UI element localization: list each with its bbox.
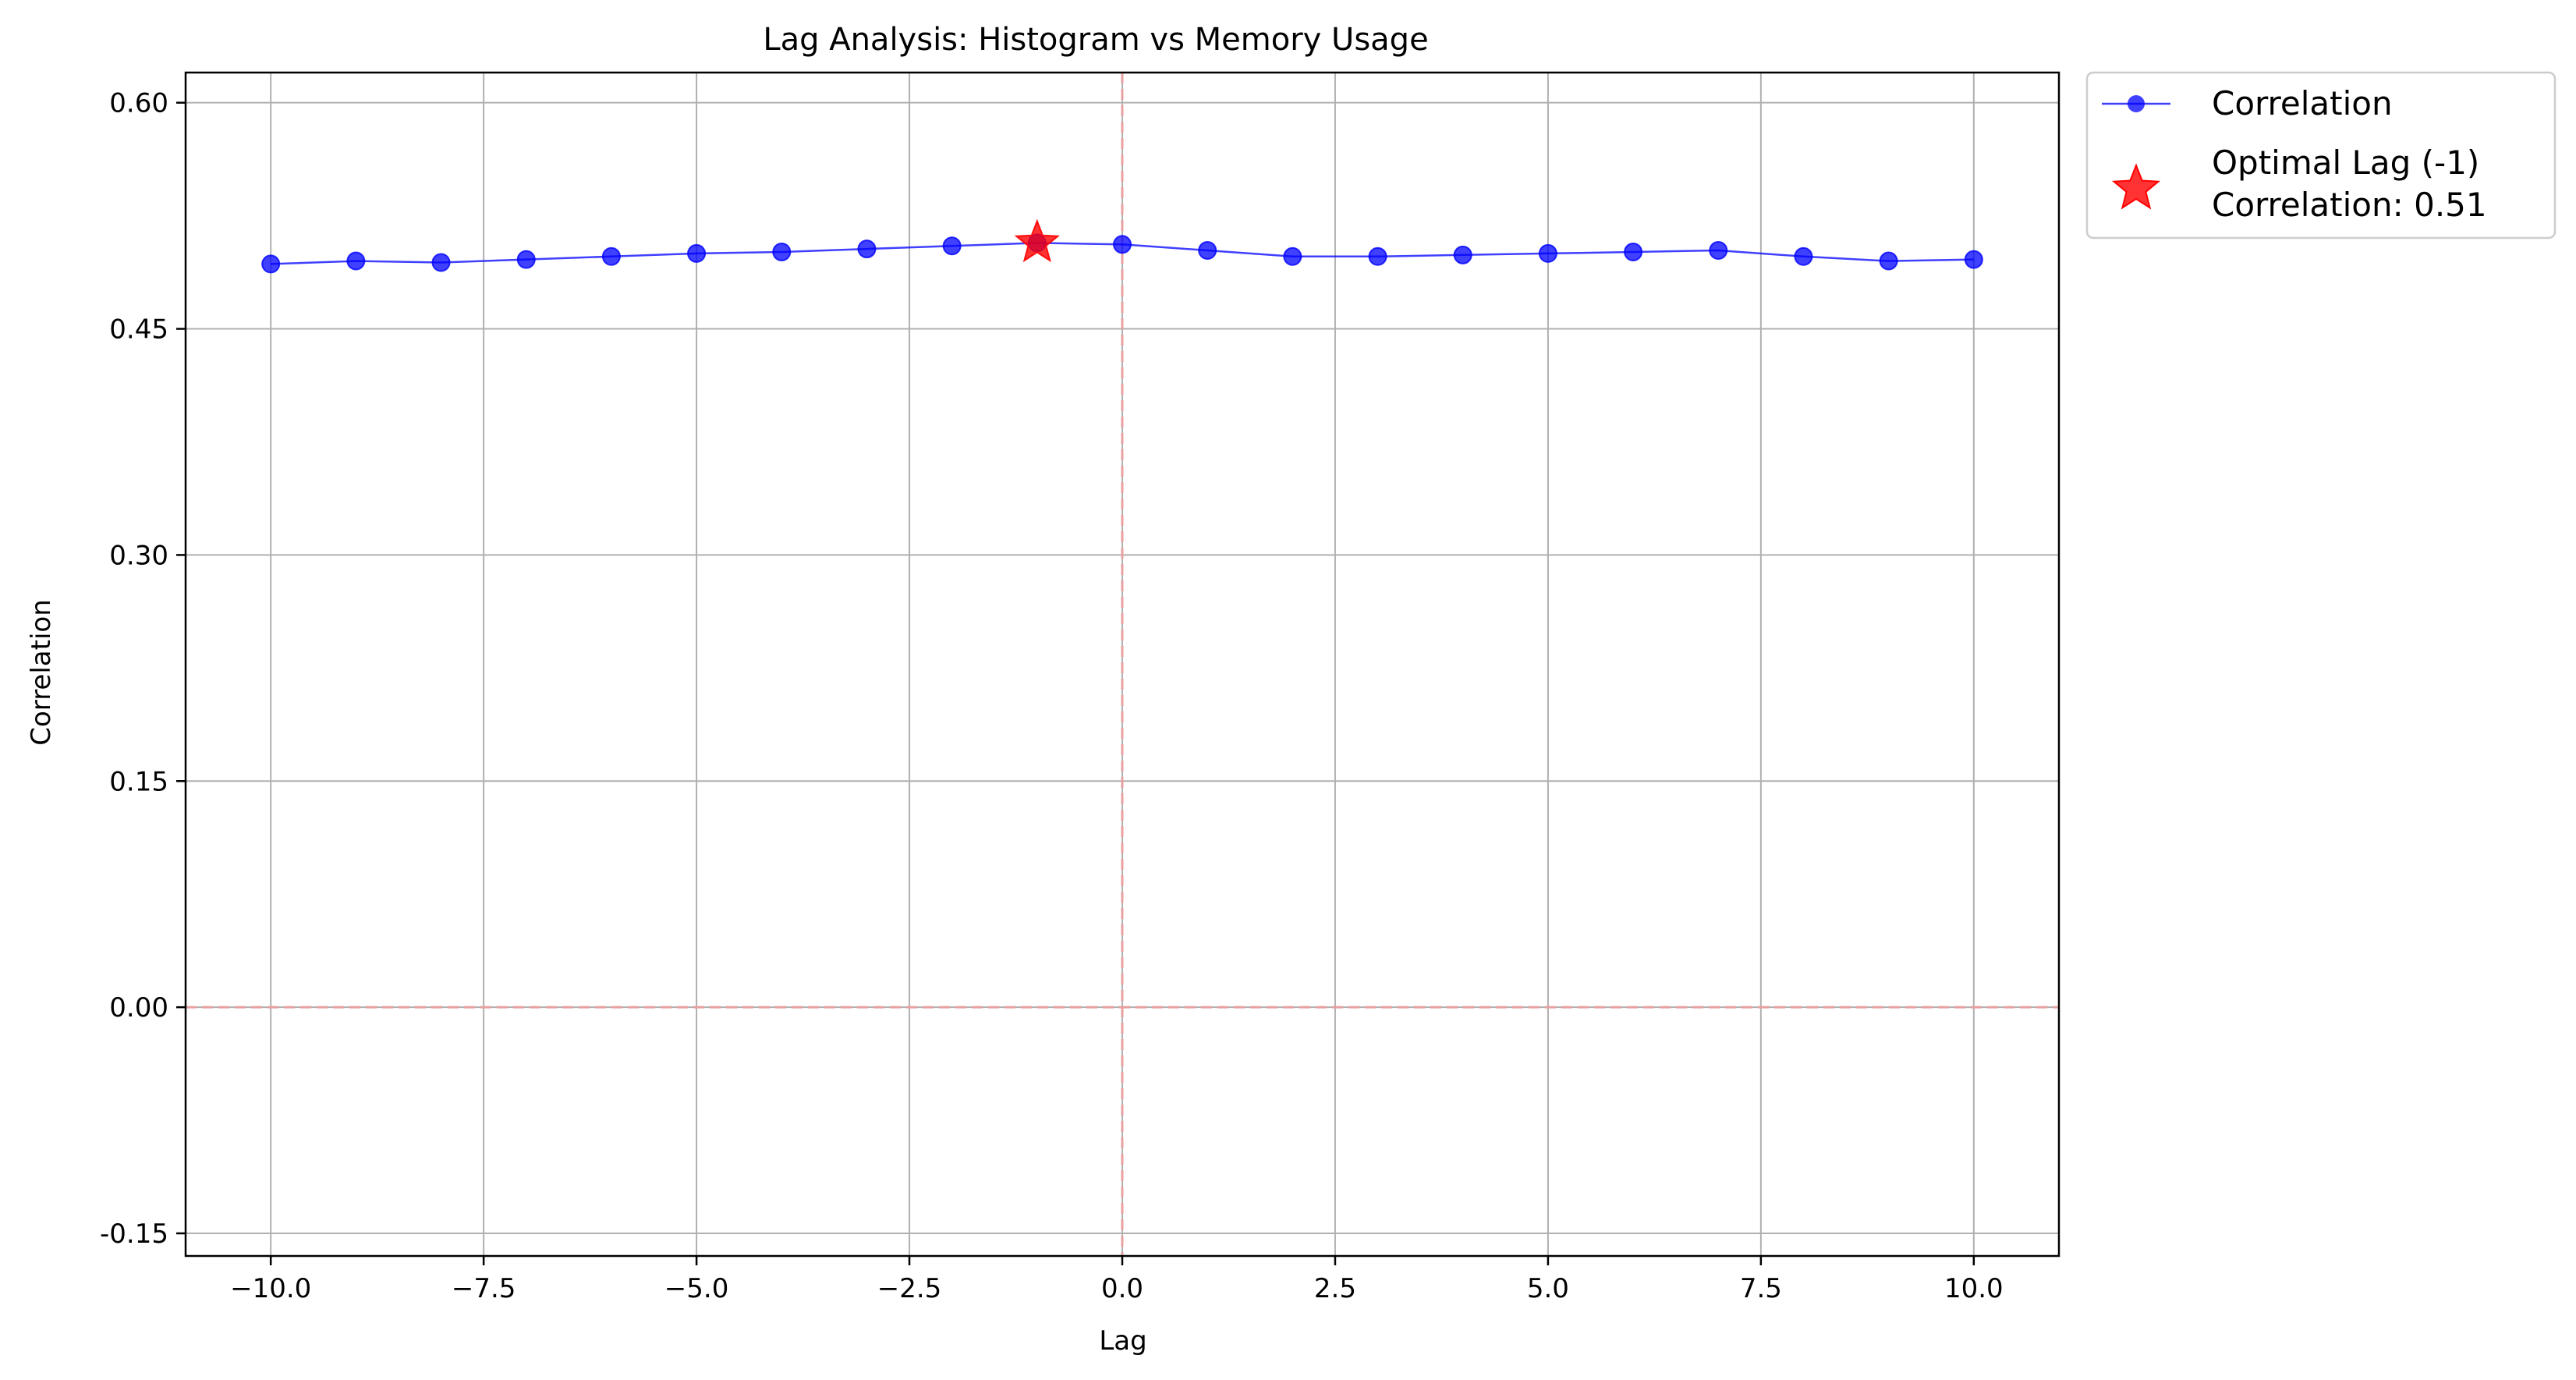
data-point <box>431 253 451 272</box>
data-point <box>516 250 536 269</box>
data-point <box>942 236 962 256</box>
series-correlation <box>261 233 1983 274</box>
x-tick-label: −7.5 <box>452 1273 516 1304</box>
y-tick-label: 0.15 <box>109 766 168 797</box>
y-axis-label: Correlation <box>26 599 57 745</box>
x-axis-ticks: −10.0 −7.5 −5.0 −2.5 0.0 2.5 5.0 7.5 10.0 <box>230 1256 2004 1304</box>
data-point <box>1964 250 1983 269</box>
x-tick-label: 0.0 <box>1101 1273 1143 1304</box>
data-point <box>857 239 877 259</box>
data-point <box>1624 242 1643 261</box>
y-tick-label: 0.60 <box>109 88 168 119</box>
x-tick-label: −10.0 <box>230 1273 311 1304</box>
data-point <box>687 243 707 263</box>
y-tick-label: 0.30 <box>109 540 168 571</box>
data-point <box>346 251 366 271</box>
y-tick-label: 0.00 <box>109 992 168 1023</box>
data-point <box>772 242 792 261</box>
legend-marker-sample <box>2128 95 2145 112</box>
x-tick-label: −2.5 <box>877 1273 942 1304</box>
x-tick-label: 2.5 <box>1314 1273 1356 1304</box>
legend-label-optimal-lag: Optimal Lag (-1) <box>2212 144 2479 182</box>
data-point <box>601 247 621 266</box>
data-point <box>1283 247 1302 266</box>
data-point <box>261 254 281 274</box>
data-point <box>1368 247 1387 266</box>
data-point <box>1794 247 1813 266</box>
x-tick-label: −5.0 <box>664 1273 729 1304</box>
data-point <box>1709 241 1728 261</box>
x-tick-label: 5.0 <box>1527 1273 1569 1304</box>
data-point <box>1879 251 1898 271</box>
legend-box <box>2085 71 2557 239</box>
x-tick-label: 10.0 <box>1944 1273 2004 1304</box>
legend-label-optimal-correlation: Correlation: 0.51 <box>2212 186 2487 224</box>
x-axis-label: Lag <box>1099 1325 1146 1357</box>
legend-star-icon <box>2111 163 2161 210</box>
data-point <box>1538 243 1557 263</box>
optimal-lag-star-marker <box>1014 218 1061 263</box>
x-tick-label: 7.5 <box>1740 1273 1782 1304</box>
legend-label-correlation: Correlation <box>2212 84 2393 122</box>
y-axis-ticks: -0.15 0.00 0.15 0.30 0.45 0.60 <box>100 88 186 1250</box>
reference-lines <box>186 73 2059 1256</box>
chart-title: Lag Analysis: Histogram vs Memory Usage <box>763 22 1428 58</box>
legend: Correlation Optimal Lag (-1) Correlation: … <box>2085 71 2557 239</box>
data-point <box>1453 245 1472 264</box>
y-tick-label: -0.15 <box>100 1219 168 1250</box>
y-tick-label: 0.45 <box>109 314 168 346</box>
data-point <box>1198 241 1217 261</box>
optimal-lag-highlight <box>1014 218 1061 263</box>
data-point <box>1113 235 1132 254</box>
